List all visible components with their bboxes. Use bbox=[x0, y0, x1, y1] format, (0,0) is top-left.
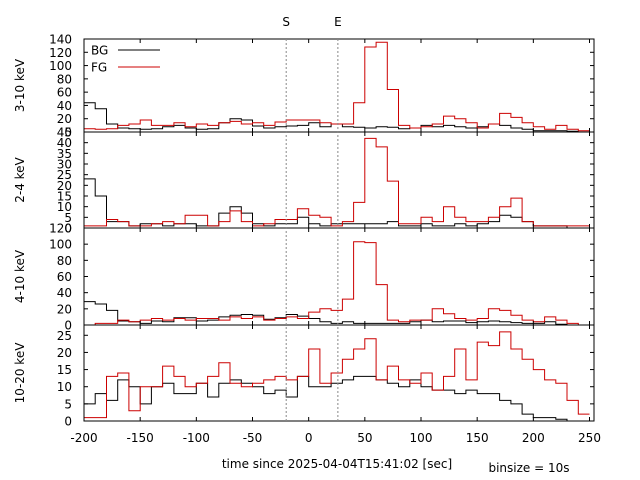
x-tick-label: -100 bbox=[183, 431, 210, 445]
panel-frame bbox=[83, 38, 595, 133]
y-tick-label: 120 bbox=[49, 222, 72, 236]
y-tick-label: 25 bbox=[57, 329, 72, 343]
y-tick-label: 0 bbox=[64, 319, 72, 333]
y-tick-label: 40 bbox=[57, 99, 72, 113]
y-axis-label: 2-4 keV bbox=[13, 156, 27, 202]
x-tick-label: -50 bbox=[243, 431, 263, 445]
x-tick-label: 0 bbox=[305, 431, 313, 445]
y-tick-label: 5 bbox=[64, 397, 72, 411]
y-axis-label: 4-10 keV bbox=[13, 249, 27, 303]
y-tick-label: 100 bbox=[49, 238, 72, 252]
series-fg-line bbox=[84, 41, 590, 132]
y-tick-label: 35 bbox=[57, 147, 72, 161]
x-tick-label: 150 bbox=[466, 431, 489, 445]
y-tick-label: 0 bbox=[64, 415, 72, 429]
y-tick-label: 140 bbox=[49, 33, 72, 47]
y-tick-label: 10 bbox=[57, 200, 72, 214]
series-bg-line bbox=[84, 178, 590, 229]
y-tick-label: 60 bbox=[57, 86, 72, 100]
panel-3: 0 5 10 15 20 25 10-20 keV bbox=[13, 324, 595, 429]
y-tick-label: 15 bbox=[57, 363, 72, 377]
series-fg-line bbox=[84, 137, 590, 227]
legend-label-fg: FG bbox=[91, 61, 107, 75]
y-tick-label: 80 bbox=[57, 72, 72, 86]
y-tick-label: 5 bbox=[64, 211, 72, 225]
series-bg-line bbox=[84, 375, 590, 422]
y-axis-label: 10-20 keV bbox=[13, 342, 27, 404]
marker-label-s: S bbox=[282, 15, 290, 29]
x-tick-label: -200 bbox=[70, 431, 97, 445]
y-tick-label: 20 bbox=[57, 302, 72, 316]
y-tick-label: 10 bbox=[57, 380, 72, 394]
y-tick-label: 30 bbox=[57, 158, 72, 172]
series-fg-line bbox=[84, 331, 590, 419]
y-tick-label: 45 bbox=[57, 126, 72, 140]
legend: BG FG bbox=[91, 44, 160, 75]
y-tick-label: 40 bbox=[57, 286, 72, 300]
y-axis-label: 3-10 keV bbox=[13, 58, 27, 112]
y-tick-label: 120 bbox=[49, 46, 72, 60]
legend-label-bg: BG bbox=[91, 44, 108, 58]
x-tick-label: 250 bbox=[578, 431, 601, 445]
marker-label-e: E bbox=[334, 15, 342, 29]
y-tick-label: 25 bbox=[57, 168, 72, 182]
y-tick-label: 20 bbox=[57, 346, 72, 360]
y-tick-label: 15 bbox=[57, 190, 72, 204]
series-fg-line bbox=[84, 241, 590, 326]
panel-2: 0 20 40 60 80 100 120 4-10 keV bbox=[13, 222, 595, 333]
y-tick-label: 80 bbox=[57, 254, 72, 268]
y-tick-label: 60 bbox=[57, 270, 72, 284]
series-bg-line bbox=[84, 301, 590, 326]
x-tick-label: 50 bbox=[357, 431, 372, 445]
x-tick-label: -150 bbox=[127, 431, 154, 445]
y-tick-label: 20 bbox=[57, 179, 72, 193]
x-tick-label: 200 bbox=[522, 431, 545, 445]
panel-frame bbox=[83, 131, 595, 229]
y-tick-label: 100 bbox=[49, 59, 72, 73]
y-tick-label: 0 bbox=[64, 222, 72, 236]
panel-frame bbox=[83, 324, 595, 422]
y-tick-label: 40 bbox=[57, 136, 72, 150]
x-tick-label: 100 bbox=[410, 431, 433, 445]
y-tick-label: 20 bbox=[57, 112, 72, 126]
binsize-label: binsize = 10s bbox=[488, 461, 569, 475]
x-axis-label: time since 2025-04-04T15:41:02 [sec] bbox=[222, 457, 452, 471]
y-tick-label: 0 bbox=[64, 126, 72, 140]
x-axis: -200 -150 -100 -50 0 50 100 150 200 250 bbox=[70, 431, 601, 445]
